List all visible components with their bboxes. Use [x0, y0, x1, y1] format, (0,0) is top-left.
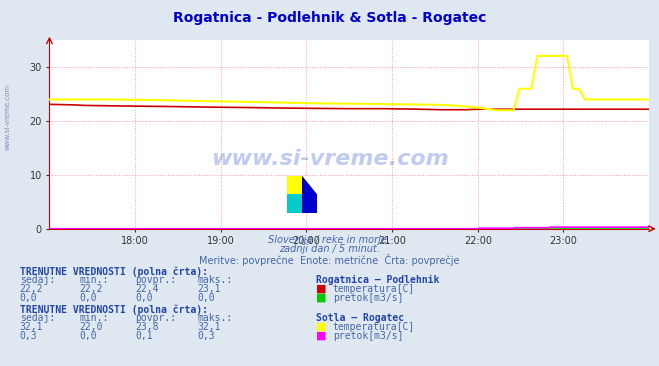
Text: Slovenija / reke in morje.: Slovenija / reke in morje. — [268, 235, 391, 245]
Text: ■: ■ — [316, 284, 327, 294]
Text: pretok[m3/s]: pretok[m3/s] — [333, 293, 403, 303]
Text: temperatura[C]: temperatura[C] — [333, 284, 415, 294]
Text: zadnji dan / 5 minut.: zadnji dan / 5 minut. — [279, 244, 380, 254]
Text: Rogatnica - Podlehnik & Sotla - Rogatec: Rogatnica - Podlehnik & Sotla - Rogatec — [173, 11, 486, 25]
Text: 32,1: 32,1 — [198, 322, 221, 332]
Text: 22,2: 22,2 — [79, 284, 103, 294]
Text: ■: ■ — [316, 322, 327, 332]
Text: 22,2: 22,2 — [20, 284, 43, 294]
Text: www.si-vreme.com: www.si-vreme.com — [5, 84, 11, 150]
Text: maks.:: maks.: — [198, 275, 233, 285]
Bar — [287, 194, 302, 213]
Text: sedaj:: sedaj: — [20, 313, 55, 323]
Text: 22,4: 22,4 — [135, 284, 159, 294]
Text: 0,3: 0,3 — [20, 331, 38, 341]
Text: Sotla – Rogatec: Sotla – Rogatec — [316, 313, 405, 323]
Text: 0,0: 0,0 — [135, 293, 153, 303]
Text: 0,3: 0,3 — [198, 331, 215, 341]
Text: ■: ■ — [316, 293, 327, 303]
Text: povpr.:: povpr.: — [135, 313, 176, 323]
Text: TRENUTNE VREDNOSTI (polna črta):: TRENUTNE VREDNOSTI (polna črta): — [20, 305, 208, 315]
Text: Meritve: povprečne  Enote: metrične  Črta: povprečje: Meritve: povprečne Enote: metrične Črta:… — [199, 254, 460, 266]
Text: 0,0: 0,0 — [198, 293, 215, 303]
Text: maks.:: maks.: — [198, 313, 233, 323]
Text: 0,0: 0,0 — [79, 331, 97, 341]
Text: 32,1: 32,1 — [20, 322, 43, 332]
Text: temperatura[C]: temperatura[C] — [333, 322, 415, 332]
Text: 23,8: 23,8 — [135, 322, 159, 332]
Text: 23,1: 23,1 — [198, 284, 221, 294]
Polygon shape — [302, 176, 317, 194]
Text: ■: ■ — [316, 331, 327, 341]
Text: sedaj:: sedaj: — [20, 275, 55, 285]
Text: 0,1: 0,1 — [135, 331, 153, 341]
Text: 0,0: 0,0 — [79, 293, 97, 303]
Bar — [302, 176, 317, 213]
Text: Rogatnica – Podlehnik: Rogatnica – Podlehnik — [316, 275, 440, 285]
Text: www.si-vreme.com: www.si-vreme.com — [211, 149, 448, 169]
Text: povpr.:: povpr.: — [135, 275, 176, 285]
Text: min.:: min.: — [79, 275, 109, 285]
Text: 22,0: 22,0 — [79, 322, 103, 332]
Text: pretok[m3/s]: pretok[m3/s] — [333, 331, 403, 341]
Bar — [287, 176, 302, 194]
Text: TRENUTNE VREDNOSTI (polna črta):: TRENUTNE VREDNOSTI (polna črta): — [20, 266, 208, 277]
Text: 0,0: 0,0 — [20, 293, 38, 303]
Text: min.:: min.: — [79, 313, 109, 323]
